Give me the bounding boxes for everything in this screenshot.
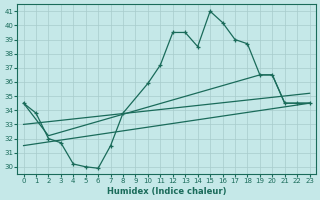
X-axis label: Humidex (Indice chaleur): Humidex (Indice chaleur) [107,187,226,196]
